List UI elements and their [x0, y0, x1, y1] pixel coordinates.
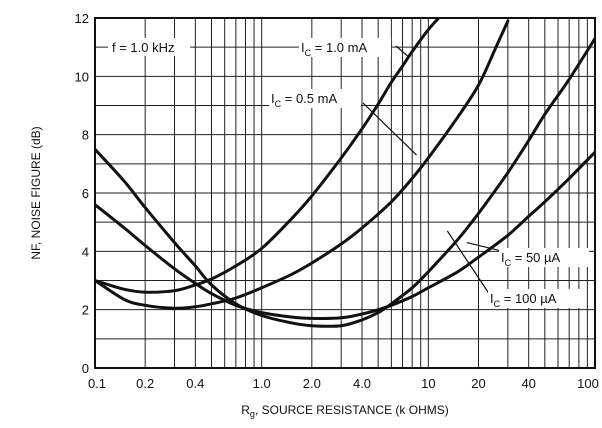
x-tick-label: 0.4 — [186, 376, 204, 391]
y-axis-title: NF, NOISE FIGURE (dB) — [29, 126, 43, 259]
x-axis-title: Rg, SOURCE RESISTANCE (k OHMS) — [241, 403, 448, 419]
x-tick-label: 0.2 — [136, 376, 154, 391]
x-tick-label: 40 — [521, 376, 535, 391]
current-symbol: I — [501, 250, 505, 265]
x-tick-labels: 0.1 0.2 0.4 1.0 2.0 4.0 10 20 40 100 — [88, 376, 599, 391]
current-value: = 1.0 mA — [311, 40, 367, 55]
x-tick-label: 20 — [471, 376, 485, 391]
y-tick-label: 6 — [82, 186, 89, 201]
current-symbol: I — [301, 40, 305, 55]
curve-ic-100ua — [95, 36, 595, 328]
current-subscript: C — [305, 48, 312, 58]
x-axis-title-subscript: g — [250, 409, 255, 419]
frequency-note-bg — [108, 38, 190, 56]
curve-label-bg — [488, 289, 580, 308]
x-tick-label: 4.0 — [353, 376, 371, 391]
x-tick-label: 1.0 — [253, 376, 271, 391]
current-symbol: I — [490, 291, 494, 306]
y-tick-label: 0 — [82, 361, 89, 376]
x-tick-label: 0.1 — [88, 376, 106, 391]
x-tick-label: 100 — [577, 376, 599, 391]
curve-label-bg — [499, 248, 589, 267]
current-subscript: C — [494, 299, 501, 309]
current-value: = 100 µA — [500, 291, 557, 306]
label-leaders — [362, 45, 519, 296]
current-subscript: C — [505, 258, 512, 268]
label-ic-50ua: IC = 50 µA — [501, 250, 561, 268]
frequency-note: f = 1.0 kHz — [112, 40, 175, 55]
x-axis-title-symbol: R — [241, 403, 250, 417]
label-leader — [395, 45, 408, 57]
current-value: = 50 µA — [511, 250, 560, 265]
curve-ic-0-5ma — [95, 19, 510, 310]
curve-label-bg — [269, 89, 361, 108]
curve-ic-1ma — [95, 18, 441, 294]
current-symbol: I — [271, 91, 275, 106]
current-subscript: C — [275, 99, 282, 109]
y-tick-label: 2 — [82, 303, 89, 318]
x-axis-title-text: , SOURCE RESISTANCE (k OHMS) — [255, 403, 449, 417]
label-leader — [446, 230, 491, 296]
current-value: = 0.5 mA — [281, 91, 337, 106]
y-tick-label: 4 — [82, 244, 89, 259]
plot-frame — [94, 17, 596, 369]
label-ic-100ua: IC = 100 µA — [490, 291, 557, 309]
label-ic-0-5ma: IC = 0.5 mA — [271, 91, 337, 109]
curves — [95, 18, 595, 328]
x-tick-label: 10 — [421, 376, 435, 391]
grid — [94, 17, 595, 369]
label-leader — [362, 102, 417, 156]
y-tick-labels: 0 2 4 6 8 10 12 — [75, 11, 89, 376]
x-tick-label: 2.0 — [303, 376, 321, 391]
y-tick-label: 10 — [75, 69, 89, 84]
curve-ic-50ua — [95, 150, 595, 321]
label-ic-1ma: IC = 1.0 mA — [301, 40, 367, 58]
y-tick-label: 12 — [75, 11, 89, 26]
y-tick-label: 8 — [82, 128, 89, 143]
curve-label-bg — [299, 38, 391, 57]
